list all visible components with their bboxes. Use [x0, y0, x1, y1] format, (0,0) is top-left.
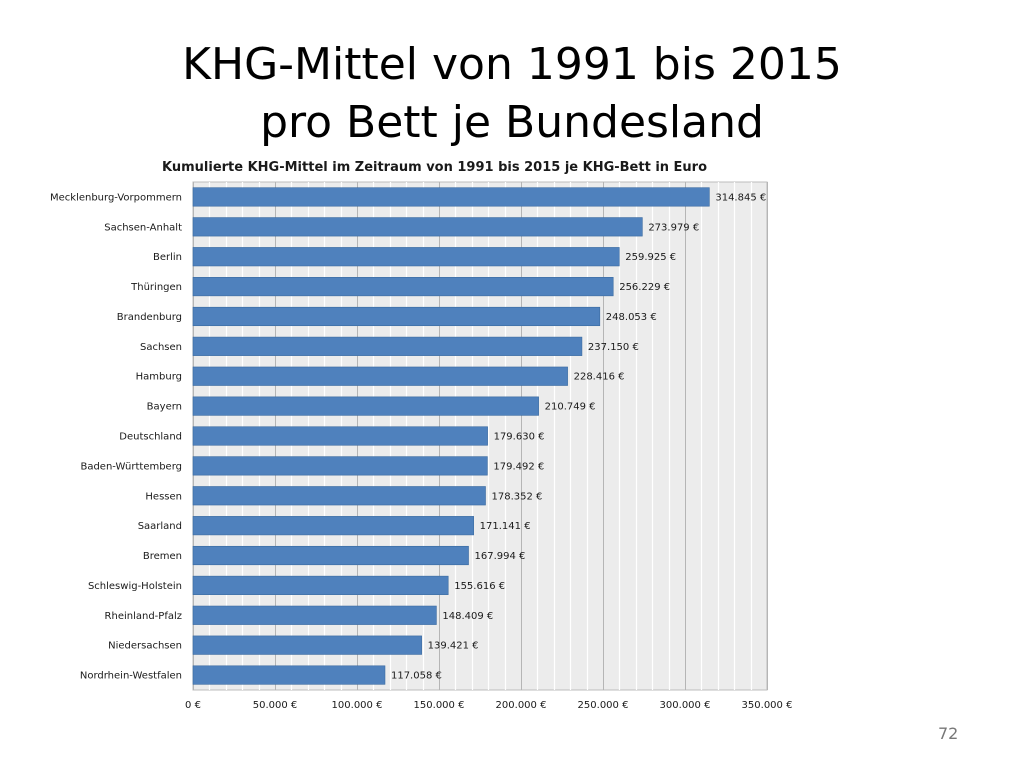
- bar: [192, 217, 643, 237]
- bar: [192, 277, 614, 297]
- bar: [192, 306, 601, 327]
- value-label: 117.058 €: [391, 671, 442, 682]
- category-label: Bayern: [147, 402, 182, 413]
- category-label: Saarland: [138, 521, 182, 532]
- value-label: 139.421 €: [428, 641, 479, 652]
- value-label: 248.053 €: [606, 312, 657, 323]
- bar: [192, 247, 620, 267]
- category-label: Mecklenburg-Vorpommern: [50, 192, 182, 203]
- value-label: 273.979 €: [648, 222, 699, 233]
- bar: [192, 366, 568, 386]
- category-label: Rheinland-Pfalz: [105, 611, 182, 622]
- bar: [192, 396, 539, 416]
- category-label: Hamburg: [136, 372, 182, 383]
- value-label: 171.141 €: [480, 521, 531, 532]
- slide-title-line-1: KHG-Mittel von 1991 bis 2015: [182, 39, 842, 90]
- value-label: 228.416 €: [574, 372, 625, 383]
- value-label: 210.749 €: [545, 402, 596, 413]
- category-label: Thüringen: [130, 282, 182, 293]
- category-label: Baden-Württemberg: [80, 461, 182, 472]
- chart-title: Kumulierte KHG-Mittel im Zeitraum von 19…: [162, 160, 708, 175]
- category-label: Hessen: [145, 491, 182, 502]
- category-label: Sachsen-Anhalt: [104, 222, 182, 233]
- category-label: Nordrhein-Westfalen: [80, 671, 182, 682]
- x-tick-label: 350.000 €: [742, 700, 793, 711]
- bar: [192, 665, 386, 685]
- category-label: Niedersachsen: [108, 641, 182, 652]
- slide-title-line-2: pro Bett je Bundesland: [260, 97, 764, 148]
- x-tick-label: 150.000 €: [414, 700, 465, 711]
- value-label: 314.845 €: [715, 192, 766, 203]
- category-label: Brandenburg: [117, 312, 182, 323]
- value-label: 179.492 €: [493, 461, 544, 472]
- value-label: 237.150 €: [588, 342, 639, 353]
- bar: [192, 187, 710, 207]
- bar: [192, 605, 437, 625]
- x-tick-label: 200.000 €: [496, 700, 547, 711]
- x-tick-label: 250.000 €: [578, 700, 629, 711]
- value-label: 167.994 €: [475, 551, 526, 562]
- value-label: 179.630 €: [494, 432, 545, 443]
- bar: [192, 545, 469, 566]
- value-label: 256.229 €: [619, 282, 670, 293]
- bar: [192, 635, 422, 655]
- category-label: Sachsen: [140, 342, 182, 353]
- value-label: 148.409 €: [442, 611, 493, 622]
- bar: [192, 336, 583, 356]
- category-label: Bremen: [143, 551, 182, 562]
- category-label: Deutschland: [119, 432, 182, 443]
- x-tick-label: 300.000 €: [660, 700, 711, 711]
- bar: [192, 426, 488, 446]
- value-label: 178.352 €: [491, 491, 542, 502]
- slide-title: KHG-Mittel von 1991 bis 2015 pro Bett je…: [0, 36, 1024, 152]
- x-tick-label: 50.000 €: [253, 700, 298, 711]
- page-number: 72: [938, 724, 959, 743]
- bar: [192, 486, 486, 506]
- bar: [192, 575, 449, 595]
- x-tick-label: 100.000 €: [332, 700, 383, 711]
- value-label: 259.925 €: [625, 252, 676, 263]
- category-label: Schleswig-Holstein: [88, 581, 182, 592]
- x-tick-label: 0 €: [185, 700, 201, 711]
- bar: [192, 456, 488, 476]
- bar: [192, 516, 474, 536]
- value-label: 155.616 €: [454, 581, 505, 592]
- category-label: Berlin: [153, 252, 182, 263]
